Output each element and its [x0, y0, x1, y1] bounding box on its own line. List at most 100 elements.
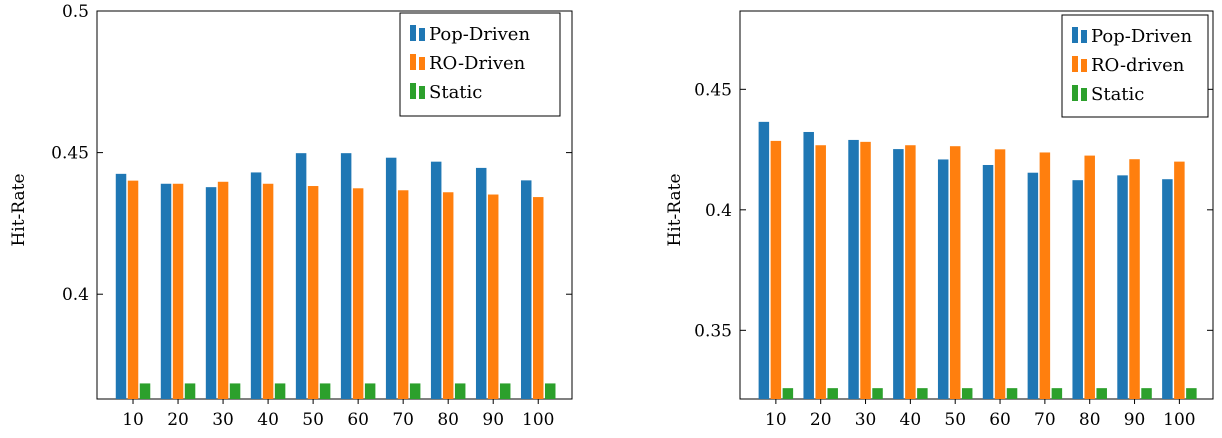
bar-static-50: [961, 388, 973, 399]
bar-pop-driven-40: [250, 172, 262, 399]
x-tick-label: 70: [1034, 410, 1056, 430]
y-tick-label: 0.45: [51, 144, 89, 164]
bar-static-10: [139, 383, 151, 399]
bar-ro-driven-10: [770, 140, 782, 400]
bar-ro-driven-40: [905, 145, 916, 399]
legend-swatch-small: [1081, 30, 1087, 43]
x-tick-label: 10: [765, 410, 787, 430]
y-tick-label: 0.35: [694, 321, 732, 341]
x-tick-label: 100: [522, 410, 554, 430]
bar-pop-driven-20: [160, 183, 172, 399]
legend-label: RO-driven: [1091, 55, 1185, 76]
bar-ro-driven-90: [487, 194, 499, 399]
legend-label: Pop-Driven: [1091, 26, 1192, 47]
bar-static-90: [499, 383, 511, 399]
bar-static-100: [1186, 388, 1197, 399]
legend-label: Static: [1091, 84, 1144, 105]
bar-ro-driven-80: [442, 192, 454, 399]
bar-static-80: [454, 383, 466, 399]
bar-pop-driven-50: [295, 153, 307, 399]
plot-frame: [96, 10, 573, 400]
y-tick-label: 0.5: [62, 2, 89, 22]
bar-pop-driven-70: [1027, 172, 1039, 399]
chart-1: 0.4 0.45 0.5 Hit-Rate 10 20 30 40 50 60 70 80 90 100 P…: [9, 2, 573, 430]
bar-static-40: [917, 388, 928, 399]
y-axis-label: Hit-Rate: [665, 173, 685, 246]
x-tick-label: 10: [122, 410, 144, 430]
x-tick-label: 90: [482, 410, 504, 430]
bar-pop-driven-90: [1117, 175, 1128, 399]
x-tick-label: 50: [302, 410, 324, 430]
bar-ro-driven-10: [127, 180, 139, 399]
legend-swatch: [1072, 56, 1078, 72]
bar-ro-driven-70: [397, 190, 409, 399]
bar-pop-driven-40: [893, 149, 904, 399]
legend-swatch-small: [419, 57, 425, 70]
y-axis-label: Hit-Rate: [9, 173, 29, 246]
bar-pop-driven-100: [520, 180, 532, 399]
bar-static-30: [872, 388, 883, 399]
legend-frame: [399, 12, 561, 117]
bar-static-20: [827, 388, 838, 399]
bar-ro-driven-100: [1174, 161, 1185, 399]
legend-swatch: [410, 54, 416, 70]
bar-pop-driven-20: [803, 131, 814, 399]
bar-ro-driven-20: [172, 183, 184, 399]
legend-swatch-small: [1081, 59, 1087, 72]
bar-static-60: [1006, 388, 1018, 399]
bar-static-40: [274, 383, 286, 399]
bar-ro-driven-60: [994, 149, 1006, 399]
bar-pop-driven-30: [848, 139, 859, 399]
bar-static-70: [409, 383, 421, 399]
x-tick-label: 70: [392, 410, 414, 430]
bar-pop-driven-70: [385, 157, 397, 399]
bar-pop-driven-80: [1072, 180, 1083, 399]
chart-2: 0.35 0.4 0.45 Hit-Rate 10 20 30 40 50 60 70 80 90 100…: [665, 10, 1214, 430]
x-tick-label: 90: [1124, 410, 1146, 430]
y-tick-label: 0.4: [62, 285, 89, 305]
legend-label: Static: [429, 82, 482, 103]
bar-pop-driven-90: [475, 167, 487, 399]
plot-frame: [739, 10, 1214, 400]
bar-static-100: [544, 383, 556, 399]
bar-pop-driven-10: [758, 121, 770, 399]
bar-static-30: [229, 383, 241, 399]
x-tick-label: 100: [1163, 410, 1195, 430]
legend: Pop-Driven RO-Driven Static: [399, 12, 561, 117]
legend-swatch: [1072, 27, 1078, 43]
bar-pop-driven-30: [205, 187, 217, 399]
x-tick-label: 60: [347, 410, 369, 430]
legend: Pop-Driven RO-driven Static: [1061, 14, 1209, 118]
x-tick-label: 30: [212, 410, 234, 430]
legend-swatch-small: [419, 28, 425, 41]
bar-pop-driven-10: [115, 173, 127, 399]
bar-ro-driven-30: [860, 141, 871, 400]
y-tick-label: 0.4: [705, 201, 732, 221]
bar-static-80: [1096, 388, 1107, 399]
bar-static-90: [1141, 388, 1152, 399]
legend-label: RO-Driven: [429, 53, 526, 74]
bar-static-10: [782, 388, 794, 399]
x-tick-label: 80: [1079, 410, 1101, 430]
legend-swatch: [1072, 85, 1078, 101]
bar-ro-driven-20: [815, 145, 826, 399]
bar-static-60: [364, 383, 376, 399]
bar-ro-driven-40: [262, 183, 274, 399]
legend-swatch-small: [1081, 88, 1087, 101]
bar-pop-driven-100: [1162, 179, 1173, 399]
legend-swatch-small: [419, 86, 425, 99]
bar-static-50: [319, 383, 331, 399]
bar-ro-driven-30: [217, 181, 229, 399]
bar-ro-driven-60: [352, 188, 364, 399]
x-tick-label: 60: [989, 410, 1011, 430]
x-tick-label: 30: [855, 410, 877, 430]
bar-static-20: [184, 383, 196, 399]
bar-ro-driven-80: [1084, 155, 1095, 399]
bar-pop-driven-80: [430, 161, 442, 399]
x-tick-label: 20: [810, 410, 832, 430]
x-tick-label: 20: [167, 410, 189, 430]
legend-label: Pop-Driven: [429, 24, 530, 45]
bar-ro-driven-90: [1129, 159, 1140, 399]
bar-pop-driven-60: [340, 153, 352, 399]
